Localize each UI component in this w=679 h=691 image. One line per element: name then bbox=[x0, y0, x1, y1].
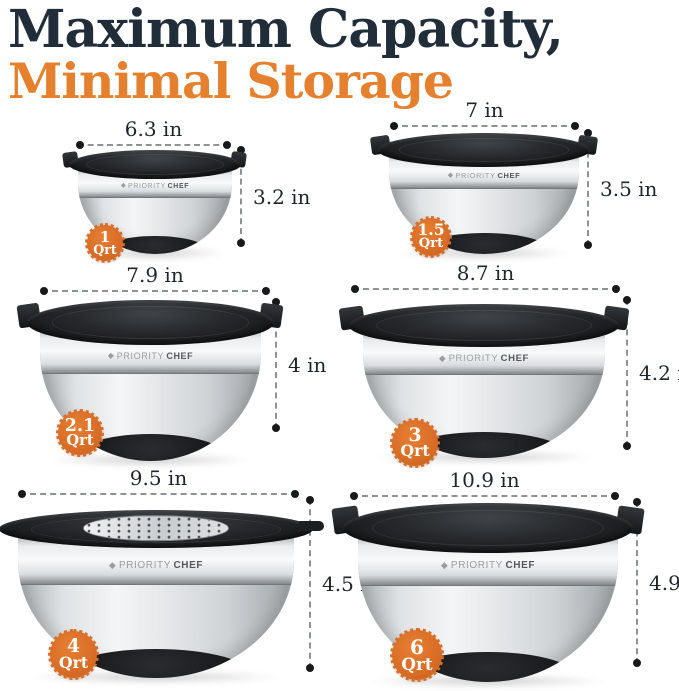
capacity-badge-1-5qrt: 1.5 Qrt bbox=[410, 216, 452, 258]
width-dimension-1-5qrt: 7 in bbox=[390, 98, 579, 130]
bowl-1-5qrt: ◆ PRIORITY CHEF bbox=[369, 133, 599, 261]
lid-pour-tab bbox=[298, 520, 324, 531]
width-label-3qrt: 8.7 in bbox=[456, 261, 515, 285]
bowl-1qrt: ◆ PRIORITY CHEF bbox=[62, 150, 248, 261]
prioritychef-logo: ◆ PRIORITY CHEF bbox=[439, 353, 529, 364]
height-label-1qrt: 3.2 in bbox=[253, 184, 311, 209]
prioritychef-logo-text-light: PRIORITY bbox=[116, 351, 165, 362]
width-label-6qrt: 10.9 in bbox=[449, 468, 520, 492]
width-label-2-1qrt: 7.9 in bbox=[126, 263, 184, 287]
headline-line1: Maximum Capacity, bbox=[8, 0, 564, 60]
prioritychef-logo: ◆ PRIORITY CHEF bbox=[121, 183, 189, 190]
height-dimension-6qrt: 4.9 in bbox=[633, 498, 679, 667]
lid-disc bbox=[27, 300, 274, 346]
capacity-value: 1 bbox=[99, 227, 111, 246]
height-label-1-5qrt: 3.5 in bbox=[600, 177, 658, 201]
height-label-2-1qrt: 4 in bbox=[288, 353, 327, 377]
prioritychef-logo-text-bold: CHEF bbox=[173, 560, 204, 572]
width-dimension-line bbox=[76, 141, 231, 149]
capacity-unit: Qrt bbox=[418, 236, 444, 252]
bowl-lid bbox=[338, 304, 630, 348]
height-label-3qrt: 4.2 in bbox=[639, 361, 679, 385]
capacity-value: 6 bbox=[410, 634, 424, 659]
bowl-lid bbox=[369, 133, 599, 167]
prioritychef-logo-text-light: PRIORITY bbox=[448, 353, 499, 364]
bowl-lid bbox=[16, 300, 285, 346]
capacity-value: 2.1 bbox=[64, 415, 96, 436]
capacity-badge-1qrt: 1 Qrt bbox=[85, 223, 125, 263]
prioritychef-logo-text-bold: CHEF bbox=[166, 351, 194, 362]
width-label-1qrt: 6.3 in bbox=[124, 117, 183, 141]
height-dimension-1qrt: 3.2 in bbox=[237, 146, 310, 247]
height-dimension-2-1qrt: 4 in bbox=[272, 298, 326, 432]
capacity-unit: Qrt bbox=[401, 653, 433, 674]
width-dimension-line bbox=[350, 492, 619, 500]
capacity-badge-4qrt: 4 Qrt bbox=[48, 629, 99, 680]
bowl-silicone-base bbox=[417, 233, 551, 254]
prioritychef-logo-text-bold: CHEF bbox=[497, 171, 521, 181]
height-label-6qrt: 4.9 in bbox=[649, 570, 679, 595]
grater-insert bbox=[82, 515, 230, 541]
bowl-lid bbox=[62, 150, 248, 180]
capacity-value: 4 bbox=[66, 635, 81, 658]
prioritychef-logo-icon: ◆ bbox=[120, 182, 127, 190]
bowl-lid bbox=[330, 503, 646, 554]
prioritychef-logo-icon: ◆ bbox=[447, 171, 454, 179]
prioritychef-logo: ◆ PRIORITY CHEF bbox=[108, 351, 194, 361]
lid-disc bbox=[69, 150, 241, 180]
bowl-lid-with-grater bbox=[0, 510, 324, 549]
prioritychef-logo: ◆ PRIORITY CHEF bbox=[109, 560, 203, 571]
width-dimension-1qrt: 6.3 in bbox=[76, 117, 231, 149]
prioritychef-logo-icon: ◆ bbox=[440, 559, 449, 570]
lid-disc bbox=[342, 503, 634, 554]
width-dimension-line bbox=[351, 285, 620, 293]
prioritychef-logo: ◆ PRIORITY CHEF bbox=[448, 171, 521, 180]
width-dimension-line bbox=[390, 122, 579, 130]
width-dimension-4qrt: 9.5 in bbox=[18, 466, 299, 498]
capacity-badge-6qrt: 6 Qrt bbox=[390, 628, 444, 682]
width-dimension-line bbox=[18, 490, 299, 498]
width-dimension-6qrt: 10.9 in bbox=[350, 468, 619, 500]
bowl-silicone-base bbox=[101, 236, 209, 254]
prioritychef-logo-text-bold: CHEF bbox=[167, 183, 190, 191]
prioritychef-logo-icon: ◆ bbox=[439, 353, 447, 364]
capacity-badge-3qrt: 3 Qrt bbox=[390, 418, 440, 468]
width-dimension-line bbox=[40, 287, 270, 295]
capacity-value: 3 bbox=[408, 423, 422, 446]
width-label-4qrt: 9.5 in bbox=[129, 466, 188, 490]
headline-line2: Minimal Storage bbox=[8, 52, 454, 110]
prioritychef-logo-text-light: PRIORITY bbox=[455, 171, 496, 181]
prioritychef-logo-text-bold: CHEF bbox=[500, 353, 529, 364]
prioritychef-logo-text-bold: CHEF bbox=[505, 559, 536, 571]
height-dimension-1-5qrt: 3.5 in bbox=[584, 129, 657, 249]
capacity-unit: Qrt bbox=[66, 432, 94, 450]
prioritychef-logo: ◆ PRIORITY CHEF bbox=[441, 560, 535, 571]
height-dimension-3qrt: 4.2 in bbox=[623, 296, 679, 450]
capacity-unit: Qrt bbox=[400, 441, 430, 461]
prioritychef-logo-text-light: PRIORITY bbox=[118, 560, 171, 572]
prioritychef-logo-icon: ◆ bbox=[108, 560, 117, 571]
capacity-unit: Qrt bbox=[93, 242, 117, 258]
lid-disc bbox=[349, 304, 619, 348]
prioritychef-logo-text-light: PRIORITY bbox=[128, 183, 166, 191]
width-label-1-5qrt: 7 in bbox=[465, 98, 504, 122]
prioritychef-logo-text-light: PRIORITY bbox=[450, 559, 503, 571]
width-dimension-3qrt: 8.7 in bbox=[351, 261, 620, 293]
prioritychef-logo-icon: ◆ bbox=[107, 351, 115, 361]
bowl-3qrt: ◆ PRIORITY CHEF bbox=[338, 304, 630, 465]
lid-disc bbox=[378, 133, 590, 167]
bowl-6qrt: ◆ PRIORITY CHEF bbox=[330, 503, 646, 689]
capacity-badge-2-1qrt: 2.1 Qrt bbox=[56, 409, 104, 457]
width-dimension-2-1qrt: 7.9 in bbox=[40, 263, 270, 295]
capacity-unit: Qrt bbox=[58, 652, 89, 672]
capacity-value: 1.5 bbox=[417, 220, 445, 240]
